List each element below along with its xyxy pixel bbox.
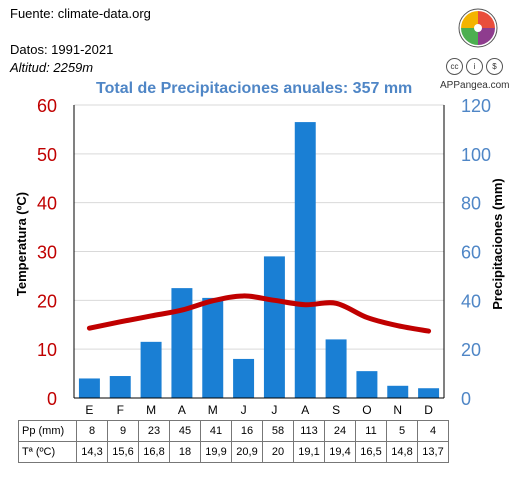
table-cell: 45 xyxy=(169,420,201,442)
y-tick-label-left: 40 xyxy=(37,194,57,214)
precipitation-bar xyxy=(387,385,409,398)
precipitation-bar xyxy=(171,288,193,398)
y-tick-label-right: 0 xyxy=(461,389,471,409)
y-tick-label-right: 80 xyxy=(461,194,481,214)
table-cell: 20,9 xyxy=(231,441,263,463)
table-row-label: Pp (mm) xyxy=(18,420,77,442)
temperature-line xyxy=(86,293,432,334)
table-cell: 9 xyxy=(107,420,139,442)
y-tick-label-left: 50 xyxy=(37,145,57,165)
precipitation-bar xyxy=(418,388,440,398)
y-tick-label-right: 60 xyxy=(461,243,481,263)
table-cell: 19,9 xyxy=(200,441,232,463)
y-tick-label-right: 100 xyxy=(461,145,491,165)
y-axis-label-right: Precipitaciones (mm) xyxy=(490,178,505,310)
table-cell: 15,6 xyxy=(107,441,139,463)
table-cell: 16,8 xyxy=(138,441,170,463)
y-tick-label-left: 0 xyxy=(47,389,57,409)
y-tick-label-left: 10 xyxy=(37,340,57,360)
y-tick-label-left: 60 xyxy=(37,96,57,116)
x-tick-label: A xyxy=(178,403,186,417)
table-cell: 16 xyxy=(231,420,263,442)
y-tick-label-left: 30 xyxy=(37,243,57,263)
table-cell: 23 xyxy=(138,420,170,442)
table-cell: 11 xyxy=(355,420,387,442)
table-cell: 14,8 xyxy=(386,441,418,463)
data-table: Pp (mm) 8 9 23 45 41 16 58 113 24 11 5 4 Tª (ºC) 14,3 1… xyxy=(18,420,449,463)
source-label: Fuente: climate-data.org xyxy=(10,6,151,21)
table-cell: 18 xyxy=(169,441,201,463)
y-axis-label-left: Temperatura (ºC) xyxy=(14,192,29,296)
site-label: APPangea.com xyxy=(440,80,510,91)
table-row: Tª (ºC) 14,3 15,6 16,8 18 19,9 20,9 20 19,1 19,4 1… xyxy=(18,441,449,463)
altitude-label: Altitud: 2259m xyxy=(10,60,94,75)
precipitation-bar xyxy=(109,376,131,398)
precipitation-bar xyxy=(356,371,378,398)
x-tick-label: E xyxy=(85,403,93,417)
table-cell: 8 xyxy=(76,420,108,442)
x-tick-label: N xyxy=(393,403,402,417)
table-cell: 13,7 xyxy=(417,441,449,463)
noncommercial-icon: $ xyxy=(486,58,503,75)
table-cell: 4 xyxy=(417,420,449,442)
precipitation-bar xyxy=(202,297,224,398)
precipitation-bar xyxy=(233,358,255,398)
y-tick-label-right: 120 xyxy=(461,96,491,116)
chart-title: Total de Precipitaciones anuales: 357 mm xyxy=(96,80,413,97)
x-tick-label: J xyxy=(241,403,247,417)
data-period-label: Datos: 1991-2021 xyxy=(10,42,114,57)
table-row-label: Tª (ºC) xyxy=(18,441,77,463)
precipitation-bar xyxy=(140,341,162,398)
precipitation-bar xyxy=(294,122,316,398)
x-tick-label: O xyxy=(362,403,371,417)
x-tick-label: F xyxy=(117,403,124,417)
precipitation-bar xyxy=(78,378,100,398)
table-cell: 113 xyxy=(293,420,325,442)
table-cell: 58 xyxy=(262,420,294,442)
x-tick-label: D xyxy=(424,403,433,417)
y-tick-label-right: 40 xyxy=(461,291,481,311)
climate-chart: 0 10 20 30 40 50 60 0 20 40 60 80 100 120 E F M A M J J A S O N D… xyxy=(14,96,505,417)
table-row: Pp (mm) 8 9 23 45 41 16 58 113 24 11 5 4 xyxy=(18,420,449,442)
attribution-icon: i xyxy=(466,58,483,75)
cc-icon: cc xyxy=(446,58,463,75)
x-tick-label: M xyxy=(146,403,156,417)
x-tick-label: A xyxy=(301,403,309,417)
table-cell: 24 xyxy=(324,420,356,442)
appangea-logo-icon xyxy=(458,8,498,48)
x-tick-label: S xyxy=(332,403,340,417)
table-cell: 19,4 xyxy=(324,441,356,463)
table-cell: 20 xyxy=(262,441,294,463)
precipitation-bar xyxy=(325,339,347,398)
precipitation-bar xyxy=(263,256,285,398)
y-tick-label-right: 20 xyxy=(461,340,481,360)
y-tick-label-left: 20 xyxy=(37,291,57,311)
table-cell: 19,1 xyxy=(293,441,325,463)
table-cell: 16,5 xyxy=(355,441,387,463)
x-tick-label: M xyxy=(208,403,218,417)
table-cell: 14,3 xyxy=(76,441,108,463)
table-cell: 5 xyxy=(386,420,418,442)
table-cell: 41 xyxy=(200,420,232,442)
x-tick-label: J xyxy=(271,403,277,417)
